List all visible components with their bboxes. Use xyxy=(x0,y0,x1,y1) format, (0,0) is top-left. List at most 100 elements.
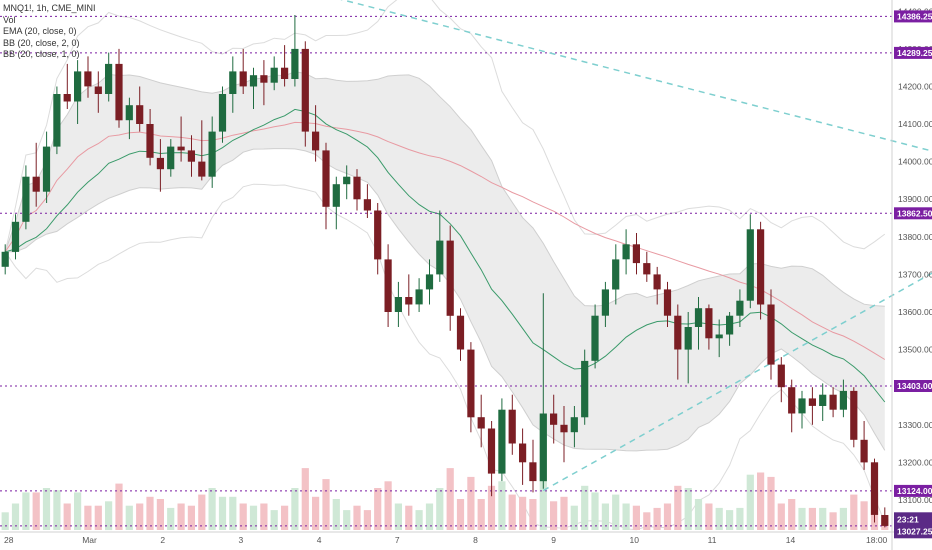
volume-bar xyxy=(788,499,796,530)
volume-bar xyxy=(622,503,630,530)
candle xyxy=(11,214,20,260)
volume-bar xyxy=(519,496,527,530)
bb-inner-lower xyxy=(5,148,886,452)
candle-body xyxy=(539,413,547,482)
candle xyxy=(850,387,858,448)
candle xyxy=(177,116,185,162)
candle-body xyxy=(808,398,816,406)
candle xyxy=(394,281,402,327)
candle xyxy=(22,165,30,230)
price-tick: 14000.00 xyxy=(898,157,932,167)
candle-body xyxy=(136,105,144,124)
candle-body xyxy=(446,240,454,316)
candle xyxy=(32,142,40,207)
candle xyxy=(94,71,102,113)
candle xyxy=(663,281,672,327)
price-tags: 14386.25 14289.25 13862.50 13403.00 13124.00… xyxy=(894,10,932,539)
price-tag-label: 13124.00 xyxy=(897,486,932,496)
candle xyxy=(684,312,692,384)
candle-body xyxy=(581,360,589,418)
volume-bar xyxy=(767,476,775,530)
volume-bar xyxy=(798,507,806,530)
candle-body xyxy=(415,289,423,305)
candle-body xyxy=(788,387,796,414)
candle-body xyxy=(146,124,154,158)
time-axis[interactable]: 28 Mar 2 3 4 7 8 9 10 11 14 18:00 xyxy=(4,535,888,545)
vol-label[interactable]: Vol xyxy=(3,14,16,25)
candle-body xyxy=(22,176,30,222)
price-tag xyxy=(894,46,932,59)
candle-body xyxy=(208,131,216,177)
volume-bar xyxy=(198,494,206,530)
candle-body xyxy=(260,75,268,83)
volume-bar xyxy=(291,488,299,530)
candle-body xyxy=(229,71,237,94)
volume-bar xyxy=(249,505,258,530)
volume-bar xyxy=(270,510,278,530)
volume-bars xyxy=(1,415,889,531)
volume-bar xyxy=(653,507,661,530)
candle xyxy=(281,45,289,87)
candle xyxy=(343,165,351,200)
candle xyxy=(591,304,599,369)
volume-bar xyxy=(591,492,599,530)
volume-bar xyxy=(487,485,496,530)
candle xyxy=(632,233,640,275)
candle xyxy=(105,52,113,102)
candle xyxy=(374,203,382,275)
candle xyxy=(767,289,775,380)
candle xyxy=(1,244,9,275)
volume-bar xyxy=(322,479,330,530)
time-tick: 9 xyxy=(551,535,556,545)
candle-body xyxy=(11,221,20,252)
volume-bar xyxy=(663,503,672,530)
volume-bar xyxy=(312,496,320,530)
candle xyxy=(229,56,237,113)
volume-bar xyxy=(715,507,723,530)
candle xyxy=(74,60,82,124)
volume-bar xyxy=(22,492,30,530)
volume-bar xyxy=(1,512,9,530)
volume-bar xyxy=(74,492,82,530)
candle-body xyxy=(270,67,278,83)
candle xyxy=(601,281,609,327)
candle-body xyxy=(643,263,651,275)
volume-bar xyxy=(643,512,651,530)
candle xyxy=(353,169,361,211)
volume-bar xyxy=(260,503,268,530)
candlesticks xyxy=(1,15,889,528)
volume-bar xyxy=(94,505,102,530)
candle-body xyxy=(301,48,309,132)
price-axis[interactable]: 14400.0014300.0014200.0014100.0014000.00… xyxy=(898,6,932,505)
time-tick: 3 xyxy=(239,535,244,545)
bb-outer-label[interactable]: BB (20, close, 2, 0) xyxy=(3,37,80,48)
candle xyxy=(550,394,558,444)
candle-body xyxy=(777,364,785,388)
candle xyxy=(384,244,392,327)
volume-bar xyxy=(115,483,123,530)
candle-body xyxy=(591,315,599,361)
bb-inner-label[interactable]: BB (20, close, 1, 0) xyxy=(3,49,80,59)
time-tick: 10 xyxy=(630,535,640,545)
time-tick: Mar xyxy=(82,535,97,545)
candle-body xyxy=(1,251,9,267)
candle-body xyxy=(767,304,775,365)
volume-bar xyxy=(84,505,92,530)
volume-bar xyxy=(343,510,351,530)
candle-body xyxy=(198,161,206,177)
volume-bar xyxy=(612,494,620,530)
candle-body xyxy=(694,308,703,327)
symbol-title[interactable]: MNQ1!, 1h, CME_MINI xyxy=(3,3,96,13)
volume-bar xyxy=(860,501,868,531)
trendline-up xyxy=(542,272,932,492)
volume-bar xyxy=(105,501,113,531)
candle-body xyxy=(684,327,692,350)
candle-body xyxy=(746,229,754,301)
time-tick: 7 xyxy=(395,535,400,545)
volume-bar xyxy=(187,505,195,530)
candle xyxy=(839,379,847,418)
candle xyxy=(136,86,144,132)
ema-label[interactable]: EMA (20, close, 0) xyxy=(3,26,77,36)
candle xyxy=(446,225,454,331)
